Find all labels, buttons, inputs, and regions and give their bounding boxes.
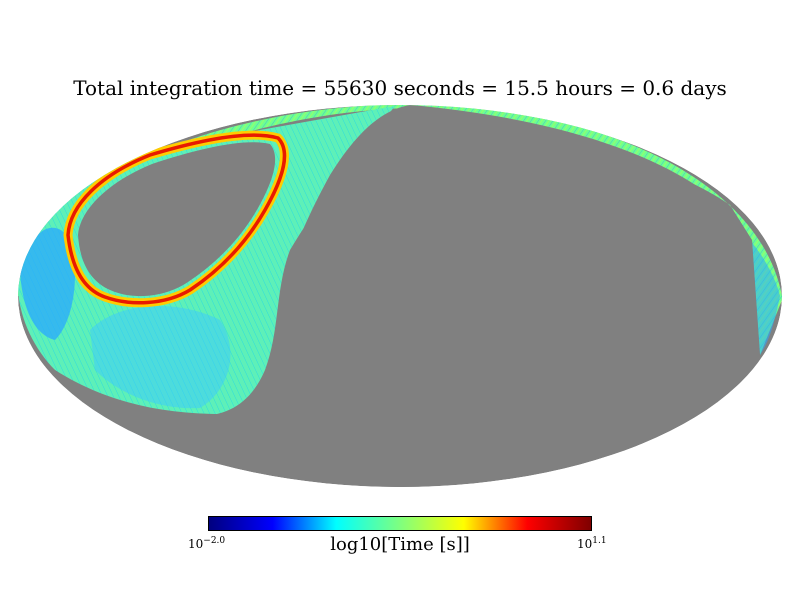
low-exposure-patch [20,227,75,340]
unobserved-main [40,105,760,487]
colorbar [208,516,592,531]
colorbar-label: log10[Time [s]] [330,534,470,555]
unobserved-hole [78,142,276,297]
figure-title: Total integration time = 55630 seconds =… [73,76,727,100]
colorbar-min-label: 10−2.0 [188,536,226,551]
colorbar-max-label: 101.1 [577,536,607,551]
